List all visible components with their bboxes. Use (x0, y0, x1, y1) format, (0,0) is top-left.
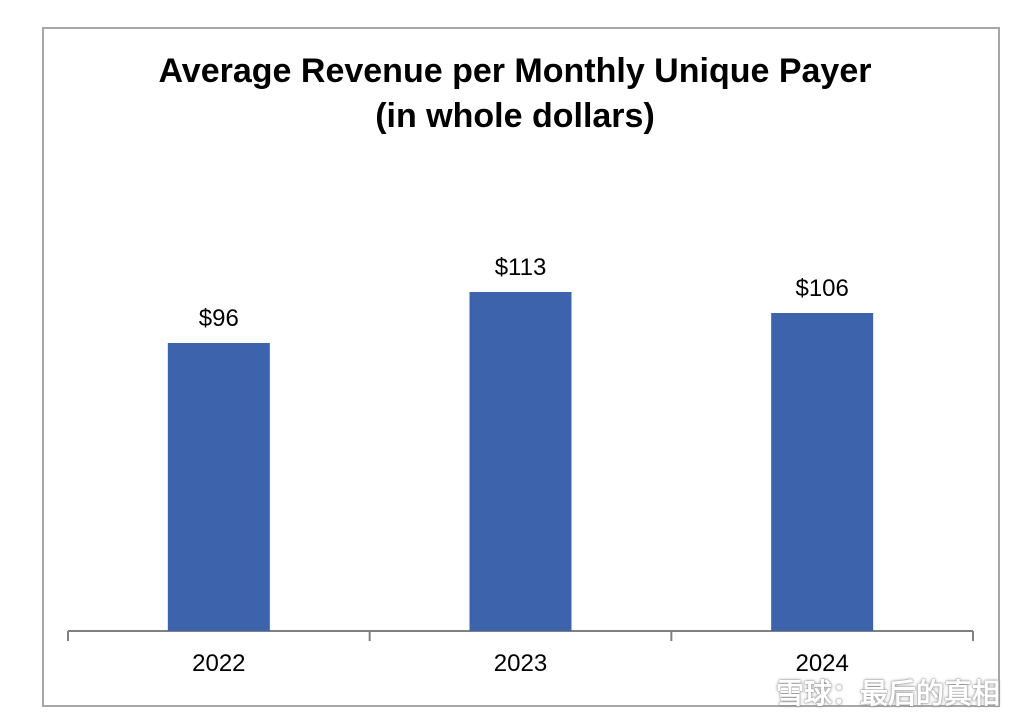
chart-title: Average Revenue per Monthly Unique Payer (158, 52, 872, 90)
x-tick-label-2023: 2023 (494, 650, 547, 677)
bar-2022 (167, 343, 270, 631)
bar-2023 (469, 292, 572, 631)
watermark-text: 雪球：最后的真相 (775, 678, 1000, 709)
x-tick-label-2022: 2022 (192, 650, 245, 677)
x-tick-label-2024: 2024 (795, 650, 848, 677)
data-label-2024: $106 (795, 275, 848, 302)
chart-subtitle: (in whole dollars) (375, 97, 655, 135)
data-label-2022: $96 (199, 305, 239, 332)
bar-2024 (771, 313, 874, 631)
data-label-2023: $113 (495, 254, 547, 281)
